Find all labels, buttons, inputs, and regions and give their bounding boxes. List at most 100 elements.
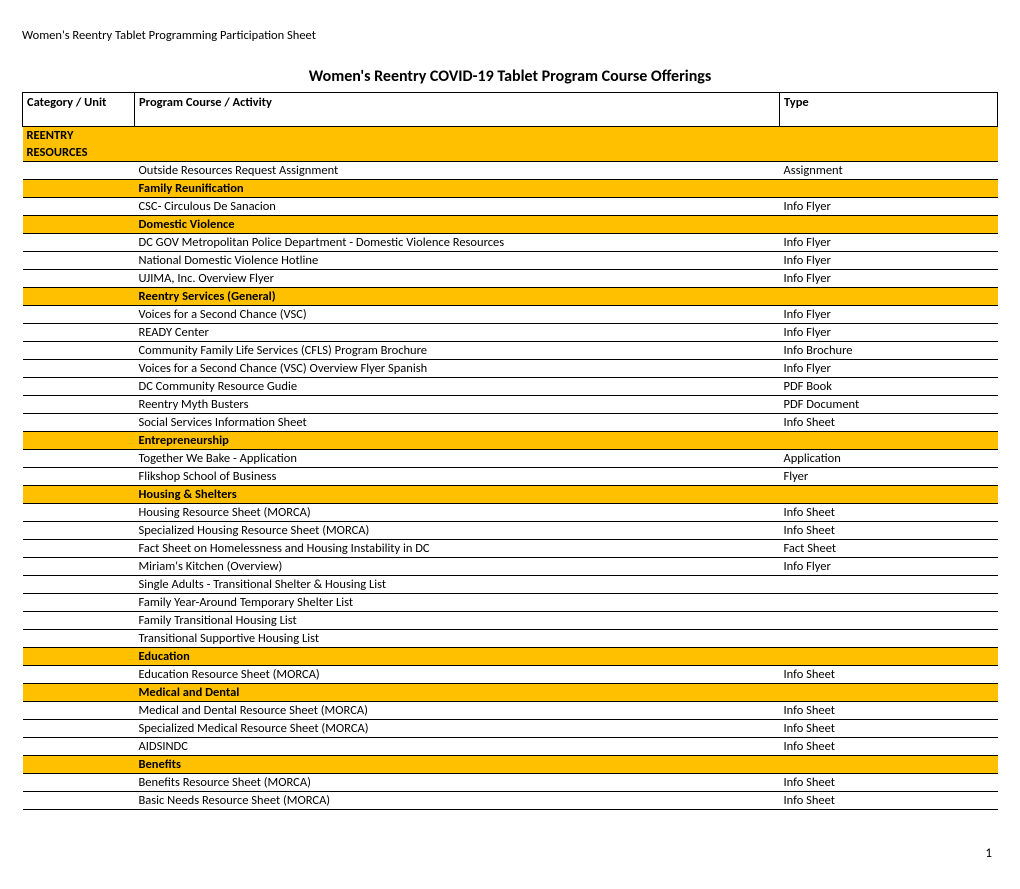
- cell-category: REENTRY RESOURCES: [23, 127, 135, 162]
- cell-category: [23, 288, 135, 306]
- cell-type: [780, 594, 998, 612]
- cell-course: Together We Bake - Application: [135, 450, 780, 468]
- table-row: National Domestic Violence HotlineInfo F…: [23, 252, 998, 270]
- cell-type: [780, 127, 998, 162]
- table-row: Housing & Shelters: [23, 486, 998, 504]
- table-row: Fact Sheet on Homelessness and Housing I…: [23, 540, 998, 558]
- cell-course: Community Family Life Services (CFLS) Pr…: [135, 342, 780, 360]
- cell-course: DC GOV Metropolitan Police Department - …: [135, 234, 780, 252]
- cell-type: PDF Book: [780, 378, 998, 396]
- cell-type: Info Sheet: [780, 504, 998, 522]
- cell-course: Fact Sheet on Homelessness and Housing I…: [135, 540, 780, 558]
- table-row: Family Year-Around Temporary Shelter Lis…: [23, 594, 998, 612]
- cell-type: [780, 576, 998, 594]
- cell-course: DC Community Resource Gudie: [135, 378, 780, 396]
- cell-course: Single Adults - Transitional Shelter & H…: [135, 576, 780, 594]
- cell-course: Reentry Myth Busters: [135, 396, 780, 414]
- cell-course: UJIMA, Inc. Overview Flyer: [135, 270, 780, 288]
- table-row: DC GOV Metropolitan Police Department - …: [23, 234, 998, 252]
- table-row: REENTRY RESOURCES: [23, 127, 998, 162]
- cell-type: Info Flyer: [780, 198, 998, 216]
- cell-type: [780, 630, 998, 648]
- document-title: Women's Reentry COVID-19 Tablet Program …: [22, 67, 998, 86]
- table-row: Family Transitional Housing List: [23, 612, 998, 630]
- cell-type: Info Sheet: [780, 666, 998, 684]
- cell-course: CSC- Circulous De Sanacion: [135, 198, 780, 216]
- table-row: Miriam's Kitchen (Overview)Info Flyer: [23, 558, 998, 576]
- cell-category: [23, 738, 135, 756]
- cell-course: Housing & Shelters: [135, 486, 780, 504]
- cell-course: Reentry Services (General): [135, 288, 780, 306]
- cell-type: Info Flyer: [780, 252, 998, 270]
- cell-category: [23, 504, 135, 522]
- cell-category: [23, 630, 135, 648]
- table-row: DC Community Resource GudiePDF Book: [23, 378, 998, 396]
- cell-type: PDF Document: [780, 396, 998, 414]
- cell-category: [23, 252, 135, 270]
- table-row: Reentry Services (General): [23, 288, 998, 306]
- cell-course: Miriam's Kitchen (Overview): [135, 558, 780, 576]
- table-row: Entrepreneurship: [23, 432, 998, 450]
- table-row: AIDSINDCInfo Sheet: [23, 738, 998, 756]
- cell-type: [780, 612, 998, 630]
- cell-category: [23, 684, 135, 702]
- cell-category: [23, 486, 135, 504]
- cell-category: [23, 432, 135, 450]
- cell-course: READY Center: [135, 324, 780, 342]
- table-row: Transitional Supportive Housing List: [23, 630, 998, 648]
- cell-type: Info Flyer: [780, 306, 998, 324]
- cell-type: Fact Sheet: [780, 540, 998, 558]
- cell-category: [23, 198, 135, 216]
- course-offerings-table: Category / Unit Program Course / Activit…: [22, 92, 998, 810]
- table-row: Housing Resource Sheet (MORCA)Info Sheet: [23, 504, 998, 522]
- cell-type: Info Sheet: [780, 522, 998, 540]
- cell-type: Info Flyer: [780, 234, 998, 252]
- cell-course: Basic Needs Resource Sheet (MORCA): [135, 792, 780, 810]
- table-row: Social Services Information SheetInfo Sh…: [23, 414, 998, 432]
- table-row: CSC- Circulous De SanacionInfo Flyer: [23, 198, 998, 216]
- cell-type: Application: [780, 450, 998, 468]
- cell-category: [23, 468, 135, 486]
- table-row: Flikshop School of BusinessFlyer: [23, 468, 998, 486]
- cell-category: [23, 540, 135, 558]
- cell-type: [780, 486, 998, 504]
- cell-category: [23, 342, 135, 360]
- cell-course: Education Resource Sheet (MORCA): [135, 666, 780, 684]
- cell-course: Specialized Medical Resource Sheet (MORC…: [135, 720, 780, 738]
- cell-type: [780, 648, 998, 666]
- cell-course: Family Year-Around Temporary Shelter Lis…: [135, 594, 780, 612]
- table-row: READY CenterInfo Flyer: [23, 324, 998, 342]
- table-row: Education: [23, 648, 998, 666]
- cell-category: [23, 792, 135, 810]
- cell-category: [23, 720, 135, 738]
- cell-category: [23, 576, 135, 594]
- table-row: Voices for a Second Chance (VSC)Info Fly…: [23, 306, 998, 324]
- table-row: Benefits: [23, 756, 998, 774]
- cell-type: Info Sheet: [780, 774, 998, 792]
- cell-type: [780, 432, 998, 450]
- cell-type: [780, 180, 998, 198]
- cell-course: Medical and Dental Resource Sheet (MORCA…: [135, 702, 780, 720]
- cell-category: [23, 774, 135, 792]
- cell-course: Benefits Resource Sheet (MORCA): [135, 774, 780, 792]
- cell-course: Specialized Housing Resource Sheet (MORC…: [135, 522, 780, 540]
- cell-course: National Domestic Violence Hotline: [135, 252, 780, 270]
- cell-type: Assignment: [780, 162, 998, 180]
- cell-category: [23, 414, 135, 432]
- page-number: 1: [22, 846, 998, 861]
- cell-category: [23, 756, 135, 774]
- cell-type: Info Flyer: [780, 360, 998, 378]
- cell-course: Voices for a Second Chance (VSC): [135, 306, 780, 324]
- cell-course: Family Reunification: [135, 180, 780, 198]
- cell-type: Info Sheet: [780, 792, 998, 810]
- cell-course: Domestic Violence: [135, 216, 780, 234]
- table-row: Specialized Medical Resource Sheet (MORC…: [23, 720, 998, 738]
- table-row: Domestic Violence: [23, 216, 998, 234]
- cell-course: Housing Resource Sheet (MORCA): [135, 504, 780, 522]
- cell-type: Info Brochure: [780, 342, 998, 360]
- table-row: Basic Needs Resource Sheet (MORCA)Info S…: [23, 792, 998, 810]
- table-row: Single Adults - Transitional Shelter & H…: [23, 576, 998, 594]
- cell-category: [23, 162, 135, 180]
- cell-type: Flyer: [780, 468, 998, 486]
- cell-type: Info Flyer: [780, 558, 998, 576]
